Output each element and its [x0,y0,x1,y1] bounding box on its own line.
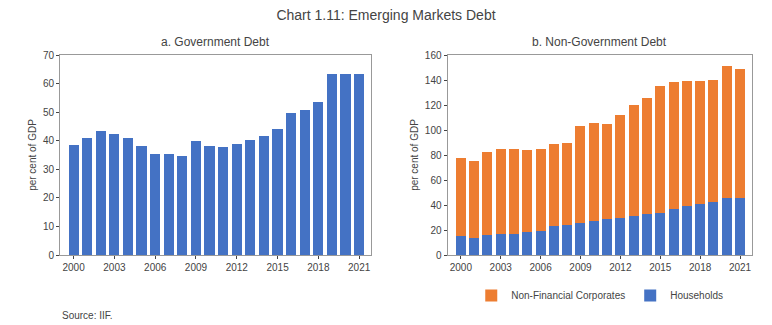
svg-text:2003: 2003 [490,262,513,273]
svg-text:Source: IIF.: Source: IIF. [62,310,113,321]
svg-text:80: 80 [430,150,442,161]
svg-text:0: 0 [48,250,54,261]
svg-text:100: 100 [425,125,442,136]
svg-text:10: 10 [43,221,55,232]
svg-text:2000: 2000 [450,262,473,273]
svg-text:40: 40 [430,200,442,211]
svg-text:2012: 2012 [226,262,249,273]
svg-text:2009: 2009 [185,262,208,273]
svg-text:2006: 2006 [144,262,167,273]
svg-text:per cent of GDP: per cent of GDP [409,119,420,191]
svg-text:2003: 2003 [103,262,126,273]
svg-text:30: 30 [43,164,55,175]
svg-text:2021: 2021 [729,262,752,273]
svg-text:Non-Financial Corporates: Non-Financial Corporates [511,290,625,301]
svg-text:2012: 2012 [609,262,632,273]
svg-text:2015: 2015 [266,262,289,273]
svg-text:2000: 2000 [62,262,85,273]
svg-text:Chart 1.11: Emerging Markets D: Chart 1.11: Emerging Markets Debt [276,7,495,23]
svg-text:b. Non-Government Debt: b. Non-Government Debt [532,35,667,49]
svg-text:2018: 2018 [689,262,712,273]
svg-text:140: 140 [425,75,442,86]
svg-text:per cent of GDP: per cent of GDP [27,119,38,191]
svg-text:60: 60 [430,175,442,186]
svg-text:20: 20 [43,192,55,203]
svg-text:60: 60 [43,78,55,89]
svg-text:160: 160 [425,50,442,61]
svg-text:120: 120 [425,100,442,111]
svg-text:40: 40 [43,135,55,146]
svg-text:50: 50 [43,107,55,118]
svg-text:20: 20 [430,225,442,236]
svg-text:2018: 2018 [307,262,330,273]
svg-text:a. Government Debt: a. Government Debt [161,35,270,49]
svg-text:Households: Households [670,290,723,301]
svg-text:0: 0 [436,250,442,261]
svg-text:2021: 2021 [348,262,371,273]
svg-text:2015: 2015 [649,262,672,273]
svg-text:2006: 2006 [529,262,552,273]
svg-text:2009: 2009 [569,262,592,273]
svg-text:70: 70 [43,50,55,61]
